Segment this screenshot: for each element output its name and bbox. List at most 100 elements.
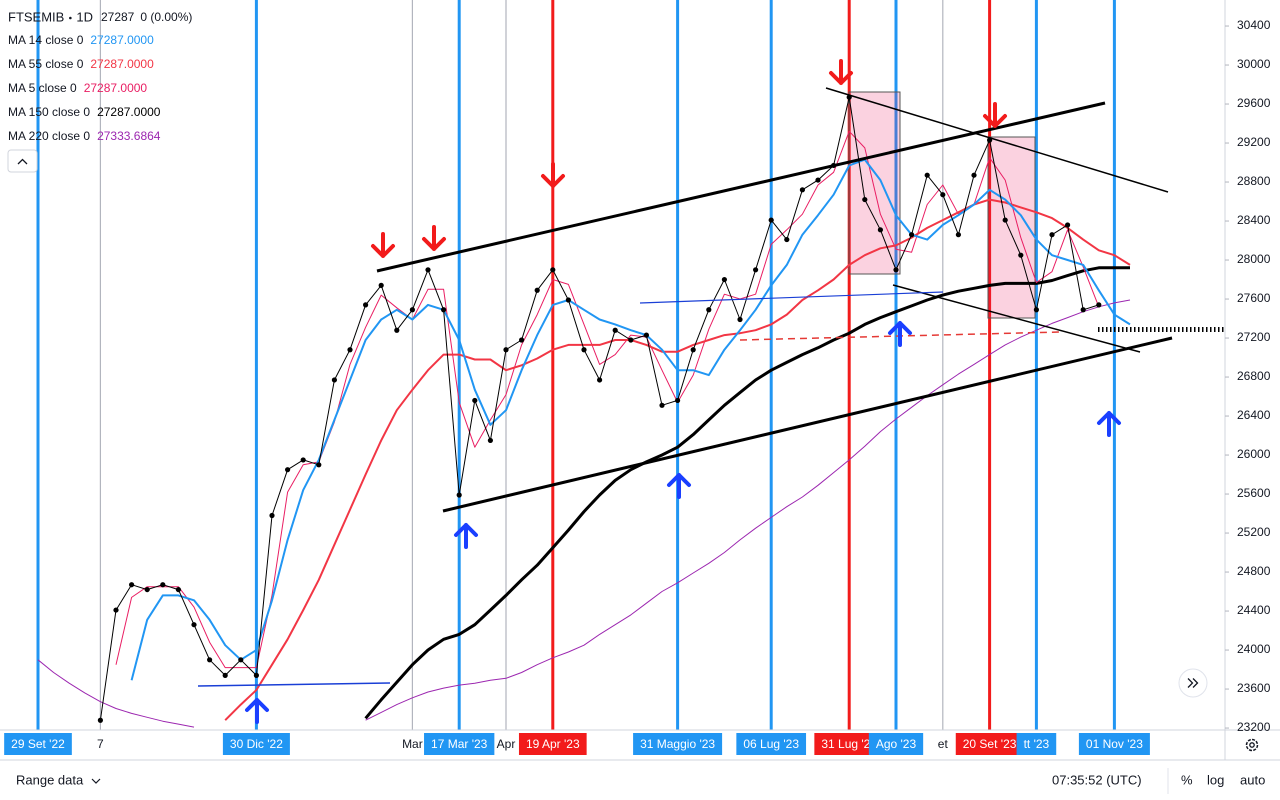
price-point <box>144 586 150 593</box>
price-point <box>1080 307 1086 313</box>
price-point <box>612 327 618 333</box>
x-tick-label: Mar <box>402 737 423 751</box>
x-label-box <box>814 733 885 755</box>
price-point <box>1049 232 1055 238</box>
legend-value: 27287.0000 <box>90 33 154 47</box>
price-point <box>129 582 135 588</box>
scroll-to-realtime-button[interactable] <box>1178 668 1208 698</box>
collapse-legend-button[interactable] <box>7 149 38 173</box>
legend-value: 27287.0000 <box>97 105 161 119</box>
y-tick-label: 24400 <box>1237 603 1271 617</box>
x-tick-label: 31 Maggio '23 <box>640 737 715 751</box>
down-arrow <box>422 225 446 251</box>
price-point <box>1033 307 1039 313</box>
range-label[interactable]: Range data <box>16 772 84 787</box>
highlight-box <box>848 91 901 275</box>
y-tick-label: 27600 <box>1237 291 1271 305</box>
x-tick-label: 06 Lug '23 <box>743 737 799 751</box>
price-point <box>1065 222 1071 228</box>
price-point <box>534 287 540 293</box>
price-point <box>940 192 946 198</box>
series-line <box>37 299 1131 728</box>
price-point <box>316 462 322 468</box>
y-tick-label: 23600 <box>1237 681 1271 695</box>
up-arrow <box>1097 411 1121 437</box>
log-button[interactable]: log <box>1207 772 1224 787</box>
auto-button[interactable]: auto <box>1240 772 1265 787</box>
y-tick-label: 26400 <box>1237 408 1271 422</box>
price-point <box>113 607 119 613</box>
series-line <box>364 266 1130 720</box>
up-arrow <box>454 523 478 549</box>
price-point <box>753 267 759 273</box>
price-point <box>706 307 712 313</box>
range-menu[interactable]: Range data <box>16 772 101 787</box>
price-point <box>456 492 462 498</box>
price-point <box>643 332 650 338</box>
price-point <box>472 397 478 404</box>
price-axis: 23200 23600 24000 24400 24800 25200 25600 26000… <box>1225 18 1271 734</box>
x-label-box <box>4 733 72 755</box>
price-point <box>1002 217 1008 223</box>
price-point <box>222 672 228 678</box>
price-point <box>893 267 899 273</box>
support-line <box>197 682 391 687</box>
price-point <box>300 457 306 463</box>
price-point <box>799 187 806 193</box>
series-lines <box>37 94 1225 728</box>
separator-dot <box>69 16 72 20</box>
price-point <box>721 276 728 283</box>
price-point <box>550 267 556 273</box>
price-point <box>253 672 259 678</box>
settings-button[interactable] <box>1245 738 1259 752</box>
price-point <box>191 622 197 628</box>
price-point <box>628 337 634 343</box>
legend-name: MA 150 close 0 <box>8 105 90 119</box>
percent-button[interactable]: % <box>1181 772 1193 787</box>
series-line <box>130 158 1131 681</box>
x-label-box <box>424 733 495 755</box>
x-tick-label: Ago '23 <box>876 737 917 751</box>
price-point <box>441 307 447 313</box>
y-tick-label: 24000 <box>1237 642 1271 656</box>
y-tick-label: 25200 <box>1237 525 1271 539</box>
x-tick-label: 30 Dic '22 <box>230 737 283 751</box>
price-point <box>503 347 509 353</box>
x-label-box <box>633 733 723 755</box>
x-tick-label: et <box>938 737 949 751</box>
x-tick-label: Apr <box>497 737 516 751</box>
price-point <box>909 232 915 238</box>
legend-name: MA 55 close 0 <box>8 57 84 71</box>
price-point <box>175 586 181 593</box>
price-point <box>378 282 384 288</box>
x-tick-label: 01 Nov '23 <box>1086 737 1143 751</box>
up-arrow <box>245 698 269 724</box>
price-point <box>1096 302 1102 308</box>
down-arrow <box>829 59 853 85</box>
up-arrow <box>888 321 912 347</box>
down-arrow <box>541 162 565 188</box>
y-tick-label: 30000 <box>1237 57 1271 71</box>
price-point <box>160 582 166 588</box>
interval: 1D <box>76 9 93 24</box>
price-point <box>394 327 400 333</box>
price-point <box>877 227 884 233</box>
price-point <box>768 217 774 223</box>
trendline <box>825 87 1169 193</box>
y-tick-label: 27200 <box>1237 330 1271 344</box>
x-tick-label: 17 Mar '23 <box>431 737 488 751</box>
price-point <box>784 236 790 243</box>
y-tick-label: 28000 <box>1237 252 1271 266</box>
support-line <box>639 291 944 304</box>
legend: FTSEMIB 1D 27287 0 (0.00%) MA 14 close 0… <box>8 9 192 143</box>
price-point <box>971 172 977 178</box>
x-label-box <box>955 733 1024 755</box>
x-tick-label: 20 Set '23 <box>963 737 1017 751</box>
price-point <box>565 297 572 303</box>
y-tick-label: 29200 <box>1237 135 1271 149</box>
clock: 07:35:52 (UTC) <box>1052 772 1142 787</box>
price-point <box>924 172 930 178</box>
legend-name: MA 220 close 0 <box>8 129 90 143</box>
price-point <box>207 657 213 663</box>
